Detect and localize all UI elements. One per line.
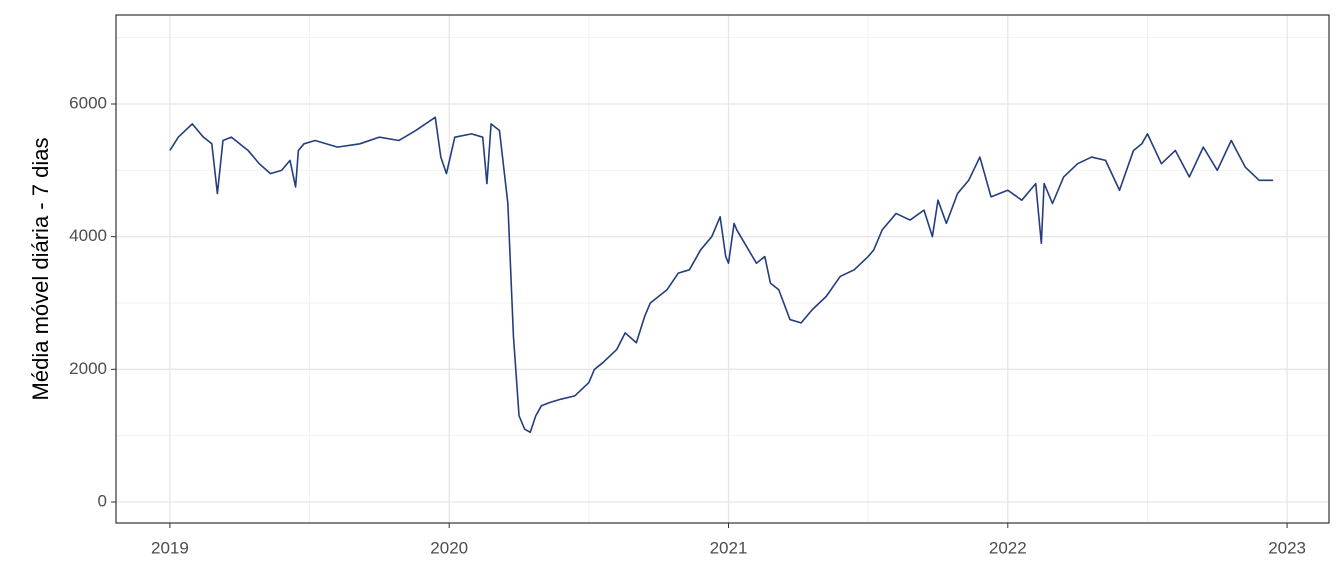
x-tick-label: 2023: [1268, 538, 1306, 557]
panel-border: [115, 14, 1330, 524]
y-tick-label: 2000: [69, 359, 107, 378]
y-axis-label: Média móvel diária - 7 dias: [28, 138, 53, 401]
x-tick-label: 2019: [151, 538, 189, 557]
y-tick-label: 0: [98, 491, 107, 510]
y-tick-label: 6000: [69, 93, 107, 112]
data-line: [169, 116, 1274, 434]
x-tick-label: 2022: [989, 538, 1027, 557]
y-tick-label: 4000: [69, 226, 107, 245]
x-tick-label: 2021: [710, 538, 748, 557]
x-tick-label: 2020: [430, 538, 468, 557]
